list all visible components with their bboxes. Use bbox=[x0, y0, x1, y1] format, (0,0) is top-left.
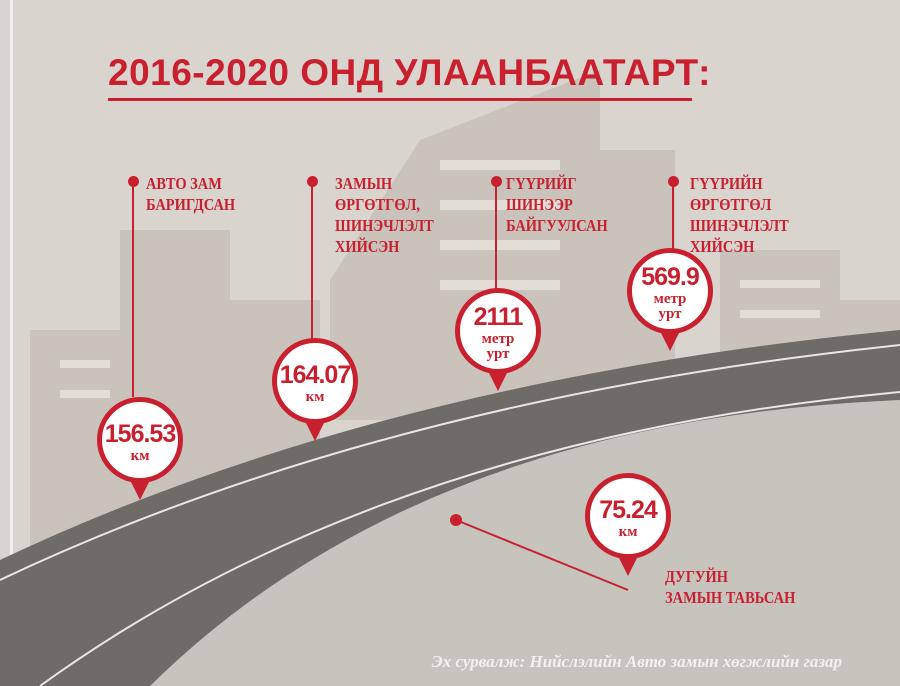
value: 2111 bbox=[473, 303, 524, 331]
value: 569.9 bbox=[641, 263, 700, 291]
item-label: ГҮҮРИЙН ӨРГӨТГӨЛ ШИНЭЧЛЭЛТ ХИЙСЭН bbox=[690, 174, 789, 256]
unit: км bbox=[130, 448, 150, 464]
item-label: ГҮҮРИЙГ ШИНЭЭР БАЙГУУЛСАН bbox=[506, 174, 608, 235]
marker-dot bbox=[307, 176, 318, 187]
leader-line bbox=[672, 182, 674, 250]
value-pin: 75.24 км bbox=[585, 473, 671, 576]
source-note: Эх сурвалж: Нийслэлийн Авто замын хөгжли… bbox=[431, 652, 842, 671]
unit: метр урт bbox=[653, 291, 687, 322]
title-underline bbox=[108, 98, 692, 101]
value: 164.07 bbox=[279, 361, 351, 389]
leader-line bbox=[495, 182, 497, 290]
marker-dot bbox=[668, 176, 679, 187]
value-pin: 156.53 км bbox=[97, 397, 183, 500]
value: 75.24 bbox=[599, 496, 658, 524]
value: 156.53 bbox=[104, 420, 176, 448]
value-pin: 2111 метр урт bbox=[455, 288, 541, 391]
item-label: ЗАМЫН ӨРГӨТГӨЛ, ШИНЭЧЛЭЛТ ХИЙСЭН bbox=[335, 174, 434, 256]
value-pin: 164.07 км bbox=[272, 338, 358, 441]
marker-dot bbox=[491, 176, 502, 187]
item-label: АВТО ЗАМ БАРИГДСАН bbox=[146, 174, 236, 214]
leader-line bbox=[311, 182, 313, 340]
marker-dot bbox=[128, 176, 139, 187]
value-pin: 569.9 метр урт bbox=[627, 248, 713, 351]
unit: км bbox=[305, 389, 325, 405]
leader-line bbox=[132, 182, 134, 397]
item-label: ДУГУЙН ЗАМЫН ТАВЬСАН bbox=[665, 567, 796, 607]
page-title: 2016-2020 ОНД УЛААНБААТАРТ: bbox=[108, 52, 711, 93]
unit: км bbox=[618, 524, 638, 540]
unit: метр урт bbox=[481, 331, 515, 362]
